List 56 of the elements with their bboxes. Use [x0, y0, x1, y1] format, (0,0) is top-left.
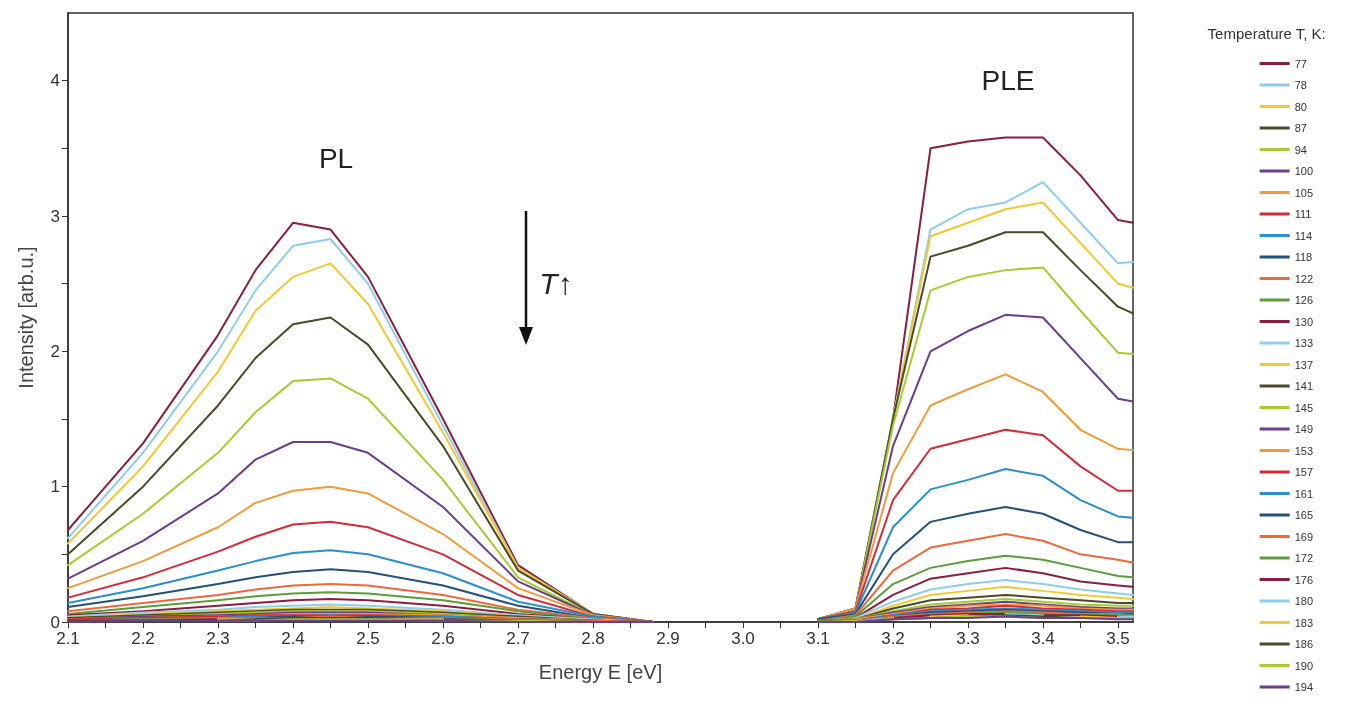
x-tick-label: 2.5 — [356, 629, 380, 648]
legend-label: 145 — [1294, 401, 1314, 414]
annotation: T↑ — [539, 266, 573, 300]
x-tick-label: 2.7 — [506, 629, 530, 648]
x-tick-label: 3.2 — [881, 629, 905, 648]
legend-label: 180 — [1294, 595, 1314, 607]
y-axis-title: Intensity [arb.u.] — [15, 246, 37, 389]
legend-label: 80 — [1294, 100, 1307, 113]
x-tick-label: 2.3 — [206, 629, 230, 648]
legend-label: 157 — [1294, 466, 1314, 478]
legend-label: 118 — [1294, 251, 1313, 263]
x-tick-label: 2.9 — [656, 629, 680, 648]
legend-label: 100 — [1294, 165, 1314, 177]
legend-label: 186 — [1294, 638, 1314, 650]
annotation: PLE — [981, 64, 1035, 96]
legend-title: Temperature T, K: — [1207, 25, 1326, 42]
x-tick-label: 3.1 — [806, 629, 830, 648]
x-tick-label: 3.4 — [1031, 629, 1055, 648]
legend-label: 114 — [1294, 229, 1313, 242]
legend-label: 133 — [1294, 337, 1314, 349]
legend-label: 94 — [1294, 143, 1307, 156]
legend-label: 141 — [1294, 380, 1314, 392]
legend-label: 161 — [1294, 487, 1314, 500]
legend-label: 122 — [1294, 272, 1314, 285]
legend-label: 105 — [1294, 186, 1314, 199]
x-tick-label: 2.1 — [56, 629, 80, 648]
x-tick-label: 2.2 — [131, 629, 155, 648]
x-tick-label: 3.3 — [956, 629, 980, 648]
legend-label: 78 — [1294, 79, 1307, 91]
y-tick-label: 3 — [50, 206, 60, 226]
y-tick-label: 0 — [50, 612, 60, 632]
legend-label: 153 — [1294, 444, 1314, 457]
annotation: PL — [318, 142, 354, 174]
legend-label: 176 — [1294, 573, 1314, 586]
legend-label: 137 — [1294, 358, 1314, 371]
legend-label: 165 — [1294, 509, 1314, 521]
y-tick-label: 2 — [50, 341, 60, 361]
legend-label: 149 — [1294, 423, 1314, 435]
legend-label: 172 — [1294, 552, 1314, 564]
y-tick-label: 4 — [50, 71, 60, 91]
x-tick-label: 3.5 — [1106, 629, 1130, 648]
x-tick-label: 2.6 — [431, 629, 455, 648]
x-tick-label: 2.8 — [581, 629, 605, 648]
x-tick-label: 3.0 — [731, 629, 755, 648]
legend-label: 194 — [1294, 681, 1314, 693]
x-axis-title: Energy E [eV] — [538, 661, 663, 683]
legend-label: 111 — [1294, 208, 1312, 220]
legend-label: 183 — [1294, 616, 1314, 629]
x-tick-label: 2.4 — [281, 629, 305, 648]
legend-label: 190 — [1294, 659, 1314, 672]
legend-label: 169 — [1294, 530, 1314, 543]
legend-label: 87 — [1294, 122, 1307, 134]
legend-label: 130 — [1294, 315, 1314, 328]
legend-label: 126 — [1294, 294, 1314, 306]
y-tick-label: 1 — [50, 477, 60, 497]
legend-label: 77 — [1294, 57, 1307, 70]
